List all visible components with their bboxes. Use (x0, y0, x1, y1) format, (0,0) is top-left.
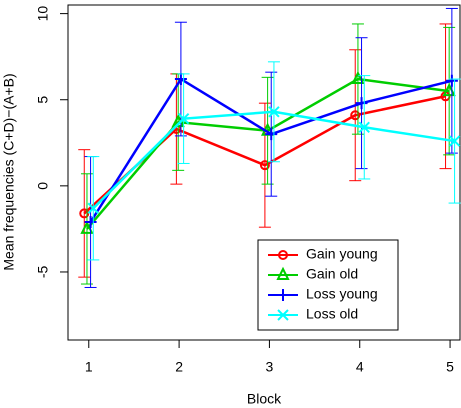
legend-label: Loss old (306, 306, 358, 322)
point (174, 73, 187, 86)
point (445, 74, 458, 87)
point (355, 97, 368, 110)
x-tick-label: 2 (175, 359, 183, 375)
legend-label: Loss young (306, 286, 378, 302)
legend-marker (277, 289, 289, 301)
point (350, 110, 361, 121)
x-axis-label: Block (247, 391, 282, 407)
point (268, 106, 280, 118)
y-tick-label: -5 (35, 266, 51, 279)
legend-label: Gain old (306, 266, 358, 282)
x-tick-label: 3 (266, 359, 274, 375)
legend-label: Gain young (306, 246, 378, 262)
y-tick-label: 5 (35, 96, 51, 104)
x-tick-label: 5 (446, 359, 454, 375)
point (358, 121, 370, 133)
point (265, 128, 278, 141)
legend-marker (278, 250, 288, 260)
legend-marker (277, 309, 289, 321)
y-tick-label: 0 (35, 182, 51, 190)
legend-marker (276, 266, 290, 280)
point (87, 202, 99, 214)
point (84, 216, 97, 229)
point (79, 208, 90, 219)
x-tick-label: 1 (85, 359, 93, 375)
y-axis-label: Mean frequencies (C+D)−(A+B) (1, 73, 17, 270)
point (177, 112, 190, 125)
y-tick-label: 10 (35, 6, 51, 22)
point (448, 135, 461, 147)
point (259, 160, 270, 171)
point (351, 70, 365, 85)
point (80, 220, 94, 234)
x-tick-label: 4 (356, 359, 364, 375)
